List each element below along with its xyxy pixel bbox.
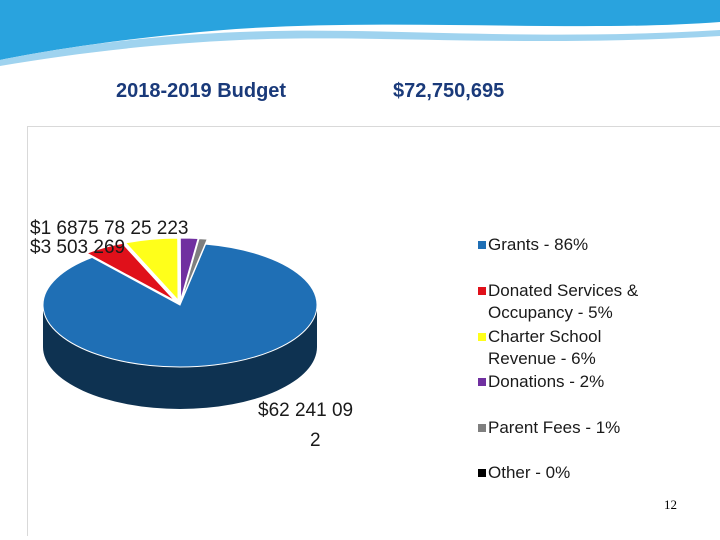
pie-group (42, 237, 318, 409)
legend-swatch (478, 378, 486, 386)
data-label-donated-services: $3 503 269 (30, 237, 125, 258)
legend-swatch (478, 333, 486, 341)
legend-label: Donated Services & Occupancy - 5% (488, 281, 639, 322)
legend-swatch (478, 241, 486, 249)
legend-item-grants: Grants - 86% (478, 234, 688, 256)
legend-swatch (478, 287, 486, 295)
legend-item-charter-school: Charter School Revenue - 6% (478, 326, 668, 370)
pie-slice-2 (124, 237, 179, 302)
legend-label: Other - 0% (488, 463, 571, 482)
legend-label: Charter School Revenue - 6% (488, 327, 602, 368)
legend-item-donated-services: Donated Services & Occupancy - 5% (478, 280, 688, 324)
legend-item-parent-fees: Parent Fees - 1% (478, 417, 688, 439)
data-label-grants-line1: $62 241 09 (258, 400, 353, 421)
header-wave-banner (0, 0, 720, 70)
legend-label: Grants - 86% (488, 235, 589, 254)
data-label-grants-line2: 2 (310, 430, 321, 451)
legend-swatch (478, 469, 486, 477)
legend-item-donations: Donations - 2% (478, 371, 688, 393)
pie-side-0 (43, 305, 317, 409)
legend-label: Donations - 2% (488, 372, 605, 391)
pie-slice-0 (42, 243, 318, 368)
chart-frame (27, 126, 720, 536)
budget-title: 2018-2019 Budget (116, 80, 287, 102)
overlapping-data-labels: $1 6875 78 25 223 (30, 218, 189, 239)
pie-slice-1 (85, 242, 176, 302)
page-number: 12 (664, 497, 677, 512)
legend-item-other: Other - 0% (478, 462, 688, 484)
legend-label: Parent Fees - 1% (488, 418, 621, 437)
pie-slice-5 (181, 238, 209, 301)
legend-swatch (478, 424, 486, 432)
budget-total: $72,750,695 (393, 80, 505, 102)
pie-slice-3 (179, 237, 199, 301)
